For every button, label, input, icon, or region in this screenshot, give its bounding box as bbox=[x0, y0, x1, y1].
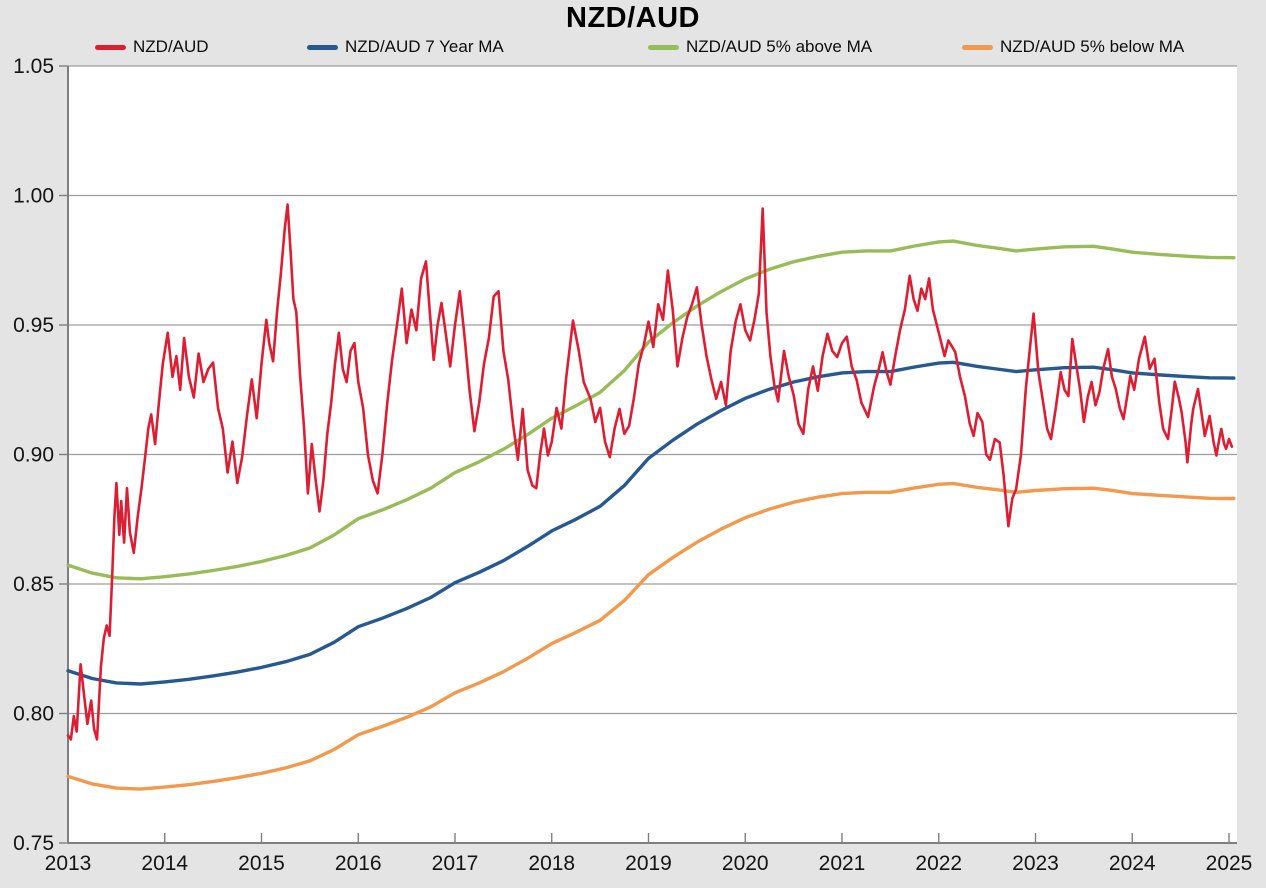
series-line-0 bbox=[66, 203, 1234, 741]
legend-item-nzdaud: NZD/AUD bbox=[95, 37, 209, 57]
legend-label-below-ma: NZD/AUD 5% below MA bbox=[1000, 37, 1185, 56]
legend-label-above-ma: NZD/AUD 5% above MA bbox=[686, 37, 873, 56]
svg-text:2022: 2022 bbox=[915, 852, 962, 875]
series-line-3 bbox=[66, 481, 1236, 791]
legend-item-above-ma: NZD/AUD 5% above MA bbox=[648, 37, 872, 57]
svg-text:2020: 2020 bbox=[722, 852, 769, 875]
svg-text:2021: 2021 bbox=[819, 852, 866, 875]
svg-text:0.75: 0.75 bbox=[13, 832, 54, 855]
svg-text:1.00: 1.00 bbox=[13, 185, 54, 208]
svg-text:0.85: 0.85 bbox=[13, 573, 54, 596]
legend-swatch-3 bbox=[962, 44, 993, 50]
svg-text:2013: 2013 bbox=[45, 852, 92, 875]
chart-title: NZD/AUD bbox=[566, 2, 700, 34]
legend-item-7yr-ma: NZD/AUD 7 Year MA bbox=[307, 37, 504, 57]
svg-text:2018: 2018 bbox=[528, 852, 575, 875]
svg-text:2019: 2019 bbox=[625, 852, 672, 875]
axis-lines bbox=[67, 66, 1237, 844]
svg-text:2025: 2025 bbox=[1206, 852, 1253, 875]
svg-text:0.80: 0.80 bbox=[13, 703, 54, 726]
svg-text:0.90: 0.90 bbox=[13, 444, 54, 467]
legend-label-nzdaud: NZD/AUD bbox=[133, 37, 209, 56]
svg-text:2024: 2024 bbox=[1109, 852, 1156, 875]
svg-text:2015: 2015 bbox=[238, 852, 285, 875]
svg-text:2017: 2017 bbox=[432, 852, 479, 875]
svg-text:2016: 2016 bbox=[335, 852, 382, 875]
axis-labels: 0.75 0.80 0.85 0.90 0.95 1.00 1.05 2013 2014 2015… bbox=[13, 55, 1252, 875]
svg-text:2023: 2023 bbox=[1012, 852, 1059, 875]
svg-text:2014: 2014 bbox=[141, 852, 188, 875]
series-line-2 bbox=[66, 239, 1236, 581]
legend-swatch-0 bbox=[95, 44, 126, 50]
legend-label-7yr-ma: NZD/AUD 7 Year MA bbox=[345, 37, 504, 56]
svg-text:1.05: 1.05 bbox=[13, 55, 54, 78]
legend-swatch-1 bbox=[307, 44, 338, 50]
legend-swatch-2 bbox=[648, 44, 679, 50]
svg-text:0.95: 0.95 bbox=[13, 314, 54, 337]
series-line-1 bbox=[66, 360, 1236, 686]
legend-item-below-ma: NZD/AUD 5% below MA bbox=[962, 37, 1184, 57]
